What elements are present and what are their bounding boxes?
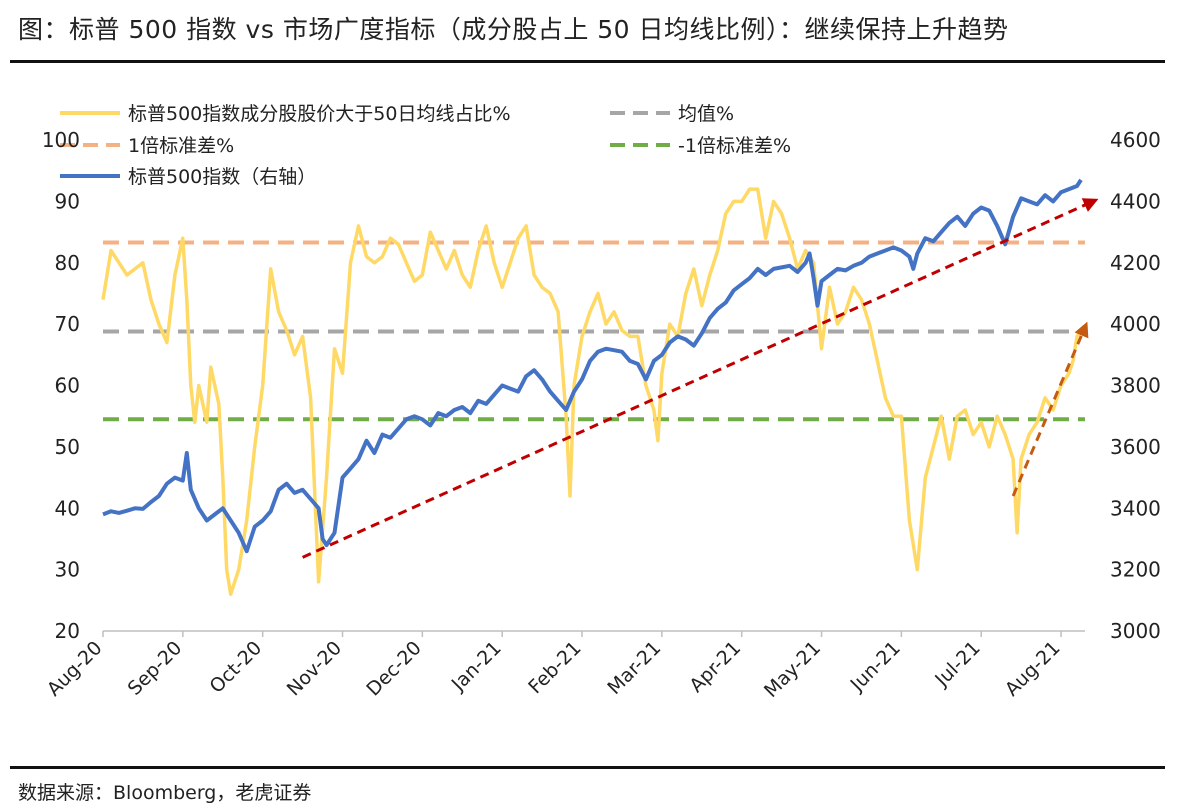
left-tick-label: 30 [55,558,80,582]
x-tick-label: Sep-20 [124,637,187,700]
legend-label: 标普500指数成分股股价大于50日均线占比% [128,103,511,125]
bottom-rule [10,766,1165,769]
source-note: 数据来源：Bloomberg，老虎证券 [18,782,312,804]
right-tick-label: 3000 [1110,619,1161,643]
left-tick-label: 90 [55,189,80,213]
x-tick-label: Dec-20 [362,637,426,701]
trend-arrow [301,198,1099,559]
right-tick-label: 3400 [1110,496,1161,520]
x-tick-label: Apr-21 [685,637,745,697]
left-tick-label: 60 [55,374,80,398]
right-tick-label: 3200 [1110,558,1161,582]
x-tick-label: Aug-20 [43,637,107,701]
trend-arrow [1011,321,1089,497]
legend-label: 标普500指数（右轴） [128,166,316,188]
left-tick-label: 100 [42,128,80,152]
sp500-series-line [102,178,1083,554]
series-group [101,178,1099,596]
x-tick-label: Jul-21 [930,637,984,691]
x-tick-label: Feb-21 [524,637,585,698]
x-tick-label: Mar-21 [603,637,665,699]
top-rule [10,60,1165,63]
right-tick-label: 3800 [1110,374,1161,398]
x-tick-label: Jan-21 [447,637,506,696]
legend-label: 1倍标准差% [128,135,234,157]
x-tick-label: Aug-21 [1001,637,1065,701]
left-tick-label: 80 [55,251,80,275]
legend-label: -1倍标准差% [678,135,791,157]
x-tick-label: Nov-20 [283,637,346,700]
right-tick-label: 4000 [1110,312,1161,336]
left-tick-label: 50 [55,435,80,459]
breadth-series-line [101,187,1083,596]
x-axis: Aug-20 Sep-20 Oct-20 Nov-20 Dec-20 Jan-21 Feb-… [43,630,1085,702]
right-tick-label: 4200 [1110,251,1161,275]
legend-label: 均值% [678,103,734,125]
x-tick-label: Oct-20 [205,637,266,698]
left-tick-label: 40 [55,496,80,520]
x-tick-label: Jun-21 [846,637,905,696]
right-tick-label: 4400 [1110,189,1161,213]
left-tick-label: 70 [55,312,80,336]
chart-title: 图：标普 500 指数 vs 市场广度指标（成分股占上 50 日均线比例）：继续… [18,15,1009,44]
left-axis: 20 30 40 50 60 70 80 90 100 [42,128,80,643]
left-tick-label: 20 [55,619,80,643]
right-tick-label: 3600 [1110,435,1161,459]
x-tick-label: May-21 [760,637,825,702]
legend: 标普500指数成分股股价大于50日均线占比% 均值% 1倍标准差% -1倍标准差% 标普… [60,103,791,188]
right-axis: 3000 3200 3400 3600 3800 4000 4200 4400 4600 [1110,128,1161,643]
right-tick-label: 4600 [1110,128,1161,152]
